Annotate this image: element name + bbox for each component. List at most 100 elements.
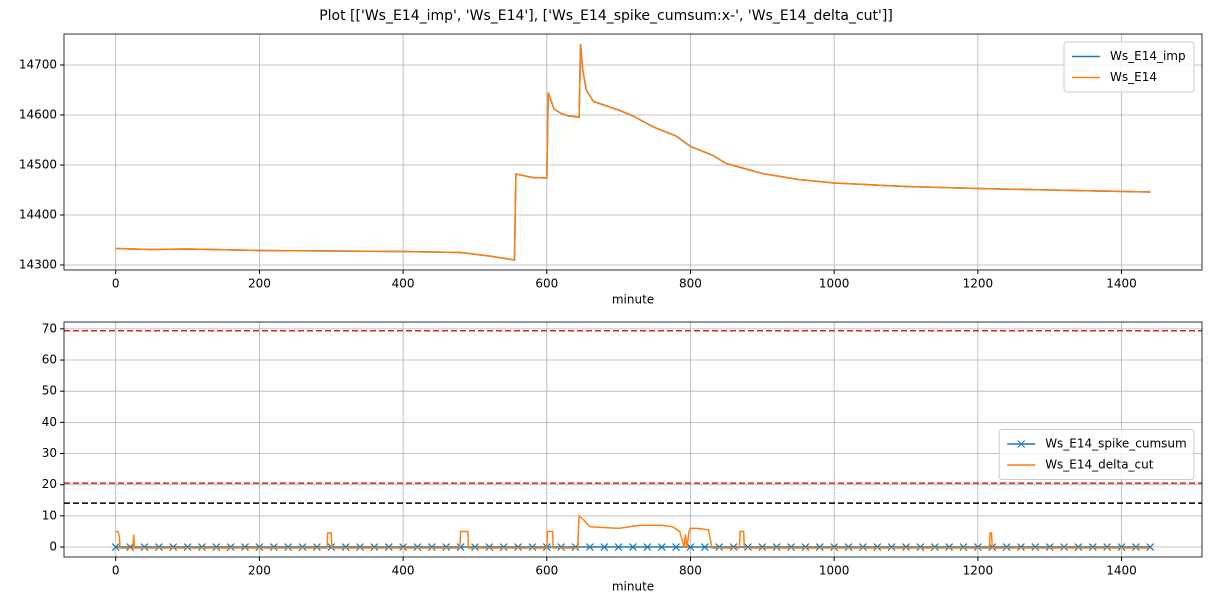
marker <box>973 543 982 551</box>
marker <box>370 543 379 551</box>
y-tick-label: 14700 <box>19 58 57 72</box>
x-axis-label: minute <box>612 293 654 307</box>
marker <box>959 543 968 551</box>
marker <box>485 543 494 551</box>
legend-marker <box>1017 440 1026 448</box>
marker <box>585 543 594 551</box>
marker <box>499 543 508 551</box>
marker <box>1117 543 1126 551</box>
marker <box>930 543 939 551</box>
figure-title: Plot [['Ws_E14_imp', 'Ws_E14'], ['Ws_E14… <box>319 8 893 24</box>
x-tick-label: 800 <box>679 277 702 291</box>
y-tick-label: 60 <box>42 353 57 367</box>
marker <box>226 543 235 551</box>
axes-frame <box>63 33 1203 271</box>
x-tick-label: 0 <box>112 277 120 291</box>
x-tick-label: 1200 <box>963 564 994 578</box>
y-tick-label: 0 <box>49 540 57 554</box>
x-tick-label: 1000 <box>819 277 850 291</box>
marker <box>902 543 910 551</box>
marker <box>629 543 637 551</box>
marker <box>284 543 293 551</box>
marker <box>916 543 925 551</box>
marker <box>643 543 652 551</box>
series-line <box>115 43 1151 261</box>
marker <box>772 543 781 551</box>
marker <box>600 543 609 551</box>
marker <box>312 543 321 551</box>
legend-box <box>1063 41 1195 93</box>
marker <box>844 543 853 551</box>
legend-label: Ws_E14_delta_cut <box>1045 458 1154 472</box>
y-tick-label: 70 <box>42 321 57 335</box>
marker <box>1146 543 1155 551</box>
marker <box>873 543 882 551</box>
marker <box>729 543 738 551</box>
marker <box>1088 543 1097 551</box>
y-tick-label: 14600 <box>19 108 57 122</box>
y-tick-label: 14500 <box>19 158 57 172</box>
marker <box>183 543 192 551</box>
marker <box>700 543 709 551</box>
marker <box>657 543 666 551</box>
marker <box>241 543 249 551</box>
marker <box>1131 543 1140 551</box>
marker <box>715 543 724 551</box>
legend-box <box>998 429 1195 480</box>
marker <box>154 543 163 551</box>
marker <box>399 543 408 551</box>
legend-label: Ws_E14_imp <box>1110 49 1186 63</box>
legend-label: Ws_E14 <box>1110 70 1157 84</box>
x-tick-label: 600 <box>535 564 558 578</box>
y-tick-label: 40 <box>42 415 57 429</box>
y-tick-label: 30 <box>42 446 57 460</box>
marker <box>140 543 149 551</box>
x-tick-label: 1400 <box>1106 277 1137 291</box>
marker <box>514 543 522 551</box>
series-line <box>115 514 1151 549</box>
marker <box>413 543 422 551</box>
marker <box>744 543 752 551</box>
marker <box>614 543 623 551</box>
subplot: 0 200 400 600 800 1000 1200 1400 0 10 20 30 40 50 60 70… <box>42 321 1203 594</box>
marker <box>686 543 695 551</box>
marker <box>1017 543 1025 551</box>
marker <box>787 543 795 551</box>
marker <box>384 543 393 551</box>
x-tick-label: 1200 <box>963 277 994 291</box>
x-tick-label: 600 <box>535 277 558 291</box>
marker <box>1103 543 1112 551</box>
plot-area <box>115 43 1151 261</box>
marker <box>255 543 264 551</box>
y-tick-label: 14400 <box>19 208 57 222</box>
marker <box>341 543 350 551</box>
marker <box>672 543 681 551</box>
marker <box>1031 543 1040 551</box>
y-tick-label: 20 <box>42 477 57 491</box>
marker <box>442 543 451 551</box>
y-tick-label: 14300 <box>19 258 57 272</box>
marker <box>758 543 767 551</box>
marker <box>198 543 206 551</box>
marker <box>801 543 810 551</box>
marker <box>111 543 120 551</box>
x-tick-label: 400 <box>392 564 415 578</box>
x-tick-label: 800 <box>679 564 702 578</box>
legend: Ws_E14_imp Ws_E14 <box>1063 41 1195 93</box>
series-line <box>115 43 1151 261</box>
marker <box>298 543 307 551</box>
marker <box>830 543 839 551</box>
x-tick-label: 200 <box>248 564 271 578</box>
marker <box>427 543 436 551</box>
marker <box>945 543 954 551</box>
x-tick-label: 0 <box>112 564 120 578</box>
marker <box>212 543 221 551</box>
x-tick-label: 200 <box>248 277 271 291</box>
marker <box>887 543 896 551</box>
marker <box>169 543 178 551</box>
x-tick-label: 400 <box>392 277 415 291</box>
marker <box>528 543 537 551</box>
x-axis-label: minute <box>612 580 654 594</box>
marker <box>356 543 364 551</box>
